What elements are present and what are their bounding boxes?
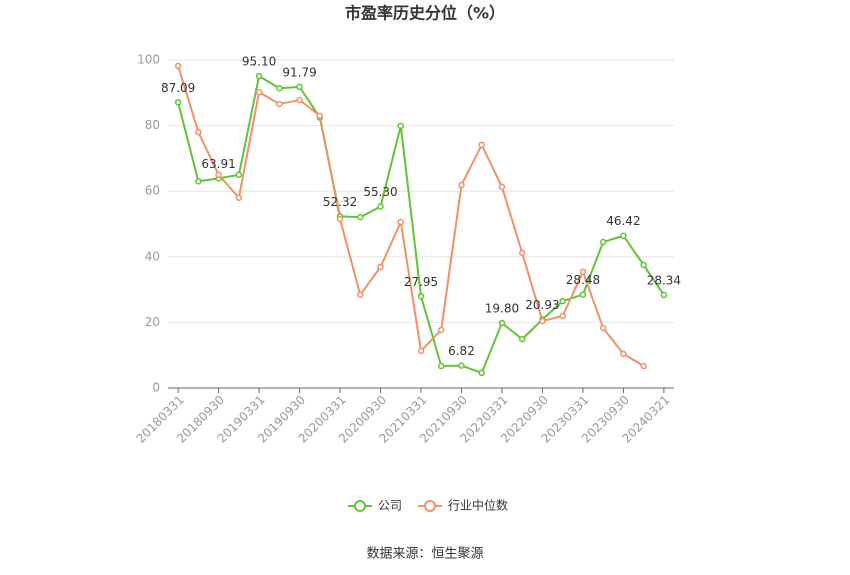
data-label: 87.09 — [161, 81, 195, 95]
point — [660, 291, 668, 299]
point — [640, 362, 647, 370]
legend-label: 公司 — [378, 499, 402, 513]
point — [498, 319, 506, 327]
data-label: 20.93 — [525, 298, 559, 312]
point — [235, 171, 243, 179]
point — [195, 178, 202, 185]
point — [377, 263, 384, 271]
chart-title: 市盈率历史分位（%） — [345, 4, 505, 23]
point — [276, 84, 283, 92]
point — [296, 83, 303, 91]
point — [437, 326, 445, 334]
point — [478, 369, 485, 377]
point — [518, 249, 526, 257]
point — [620, 350, 627, 358]
series-line — [177, 74, 665, 375]
point — [437, 362, 445, 370]
data-label: 95.10 — [242, 55, 276, 69]
y-tick-label: 100 — [137, 53, 160, 67]
source: 数据来源：恒生聚源 — [366, 547, 483, 562]
point — [255, 88, 263, 96]
data-label: 91.79 — [282, 65, 316, 79]
point — [296, 96, 303, 104]
point — [397, 122, 405, 130]
point — [539, 317, 546, 325]
point — [599, 238, 607, 246]
point — [235, 194, 243, 202]
point — [559, 312, 566, 320]
point — [195, 128, 202, 136]
data-label: 28.48 — [566, 273, 600, 287]
point — [458, 181, 465, 189]
point — [640, 261, 647, 269]
data-label: 27.95 — [404, 275, 438, 289]
y-tick-label: 20 — [145, 315, 160, 329]
point — [620, 232, 627, 239]
point — [255, 72, 263, 80]
data-label: 55.30 — [363, 185, 397, 199]
point — [417, 347, 425, 355]
point — [336, 215, 344, 223]
point — [174, 99, 182, 106]
point — [559, 297, 566, 305]
point — [599, 324, 607, 332]
point — [579, 291, 587, 298]
legend-marker — [354, 500, 366, 512]
point — [215, 171, 222, 179]
data-label: 28.34 — [647, 274, 681, 288]
series-line — [177, 65, 645, 367]
point — [174, 62, 182, 70]
point — [276, 100, 283, 108]
point — [478, 141, 485, 149]
point — [377, 203, 384, 210]
data-label: 6.82 — [448, 344, 475, 358]
point — [518, 335, 526, 343]
legend-marker — [424, 500, 437, 512]
point — [498, 183, 506, 191]
point — [579, 268, 587, 276]
y-tick-label: 80 — [145, 118, 160, 132]
point — [458, 362, 465, 369]
data-label: 19.80 — [485, 302, 519, 316]
y-tick-label: 40 — [145, 249, 160, 263]
point — [417, 293, 425, 300]
y-tick-label: 0 — [152, 381, 160, 395]
legend-label: 行业中位数 — [448, 498, 508, 513]
point — [357, 291, 364, 299]
point — [357, 213, 364, 221]
point — [397, 218, 405, 226]
data-label: 46.42 — [606, 214, 640, 228]
y-tick-label: 60 — [145, 184, 160, 198]
data-label: 52.32 — [323, 195, 357, 209]
data-label: 63.91 — [201, 157, 235, 171]
point — [316, 112, 324, 120]
